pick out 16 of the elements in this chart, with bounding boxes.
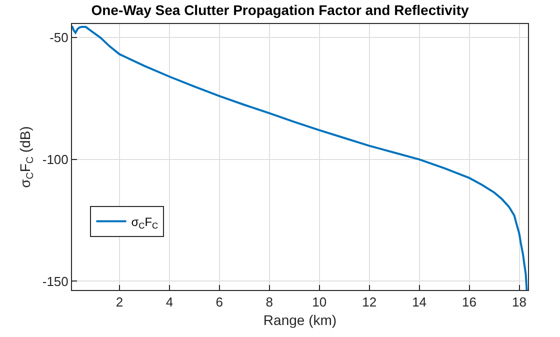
x-tick-label: 18 bbox=[512, 294, 526, 310]
legend-label: σ$_{C}$F$_{C}$ bbox=[131, 214, 158, 230]
x-tick-label: 16 bbox=[462, 294, 477, 310]
x-tick-label: 6 bbox=[216, 294, 224, 310]
x-tick-label: 8 bbox=[266, 294, 274, 310]
y-tick-label: -150 bbox=[42, 274, 68, 289]
x-tick-label: 4 bbox=[166, 294, 174, 310]
x-tick-label: 12 bbox=[362, 294, 377, 310]
chart-title: One-Way Sea Clutter Propagation Factor and Reflectivity bbox=[91, 2, 469, 18]
x-tick-label: 10 bbox=[312, 294, 327, 310]
x-tick-label: 2 bbox=[116, 294, 124, 310]
x-tick-label: 14 bbox=[412, 294, 427, 310]
y-tick-label: -50 bbox=[50, 30, 68, 46]
line-series bbox=[72, 24, 528, 290]
x-axis-title: Range (km) bbox=[263, 312, 337, 328]
y-tick-label: -100 bbox=[42, 152, 68, 167]
